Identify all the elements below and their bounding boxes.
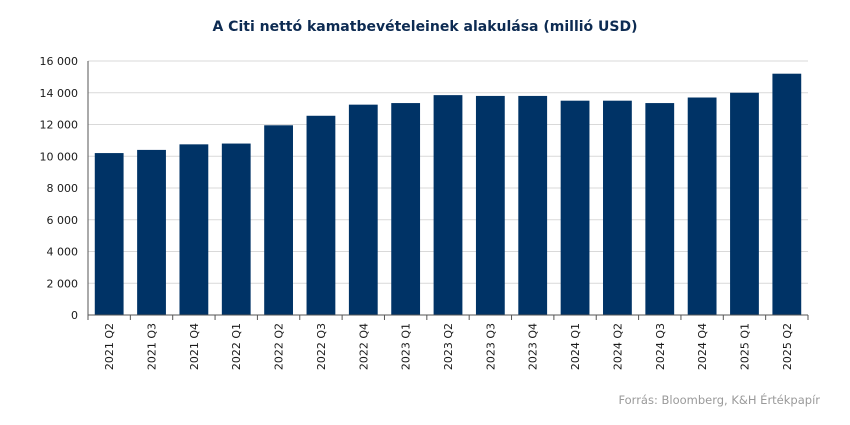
bar <box>772 73 802 315</box>
bar <box>603 100 632 315</box>
x-tick-labels: 2021 Q2 2021 Q3 2021 Q4 2022 Q1 2022 Q2 2022 … <box>103 323 794 370</box>
chart-title: A Citi nettó kamatbevételeinek alakulása… <box>212 19 638 35</box>
source-note: Forrás: Bloomberg, K&H Értékpapír <box>618 393 820 407</box>
x-tick-label: 2023 Q1 <box>400 323 413 370</box>
bar <box>730 92 759 315</box>
x-tick-label: 2023 Q4 <box>527 323 540 370</box>
axes <box>87 61 809 320</box>
y-tick-labels: 0 2 000 4 000 6 000 8 000 10 000 12 000 14 000 1… <box>40 55 79 322</box>
x-tick-label: 2021 Q2 <box>103 323 116 370</box>
x-tick-label: 2022 Q4 <box>357 323 370 370</box>
bars <box>94 73 802 315</box>
y-tick-label: 4 000 <box>47 246 79 259</box>
x-tick-label: 2024 Q1 <box>569 323 582 370</box>
x-tick-label: 2021 Q3 <box>146 323 159 370</box>
bar <box>518 95 548 315</box>
y-tick-label: 16 000 <box>40 55 79 68</box>
x-tick-label: 2025 Q1 <box>738 323 751 370</box>
x-tick-label: 2021 Q4 <box>188 323 201 370</box>
bar <box>264 125 293 315</box>
bar <box>221 143 251 315</box>
x-tick-label: 2023 Q3 <box>484 323 497 370</box>
y-tick-label: 6 000 <box>47 214 79 227</box>
y-tick-label: 14 000 <box>40 87 79 100</box>
x-tick-label: 2022 Q2 <box>273 323 286 370</box>
x-tick-label: 2025 Q2 <box>781 323 794 370</box>
bar <box>645 103 675 315</box>
y-tick-label: 10 000 <box>40 150 79 163</box>
bar <box>391 103 421 315</box>
x-tick-label: 2023 Q2 <box>442 323 455 370</box>
bar <box>348 104 378 315</box>
y-tick-label: 8 000 <box>47 182 79 195</box>
bar <box>306 115 336 315</box>
bar <box>137 149 166 315</box>
x-tick-label: 2024 Q3 <box>654 323 667 370</box>
y-tick-label: 2 000 <box>47 277 79 290</box>
x-tick-label: 2022 Q3 <box>315 323 328 370</box>
y-tick-label: 12 000 <box>40 119 79 132</box>
bar <box>94 153 124 315</box>
x-tick-label: 2024 Q4 <box>696 323 709 370</box>
bar <box>433 95 463 315</box>
bar <box>560 100 590 315</box>
bar <box>475 95 505 315</box>
x-tick-label: 2024 Q2 <box>611 323 624 370</box>
bar <box>687 97 717 315</box>
bar <box>179 144 209 315</box>
y-tick-label: 0 <box>71 309 78 322</box>
x-tick-label: 2022 Q1 <box>230 323 243 370</box>
